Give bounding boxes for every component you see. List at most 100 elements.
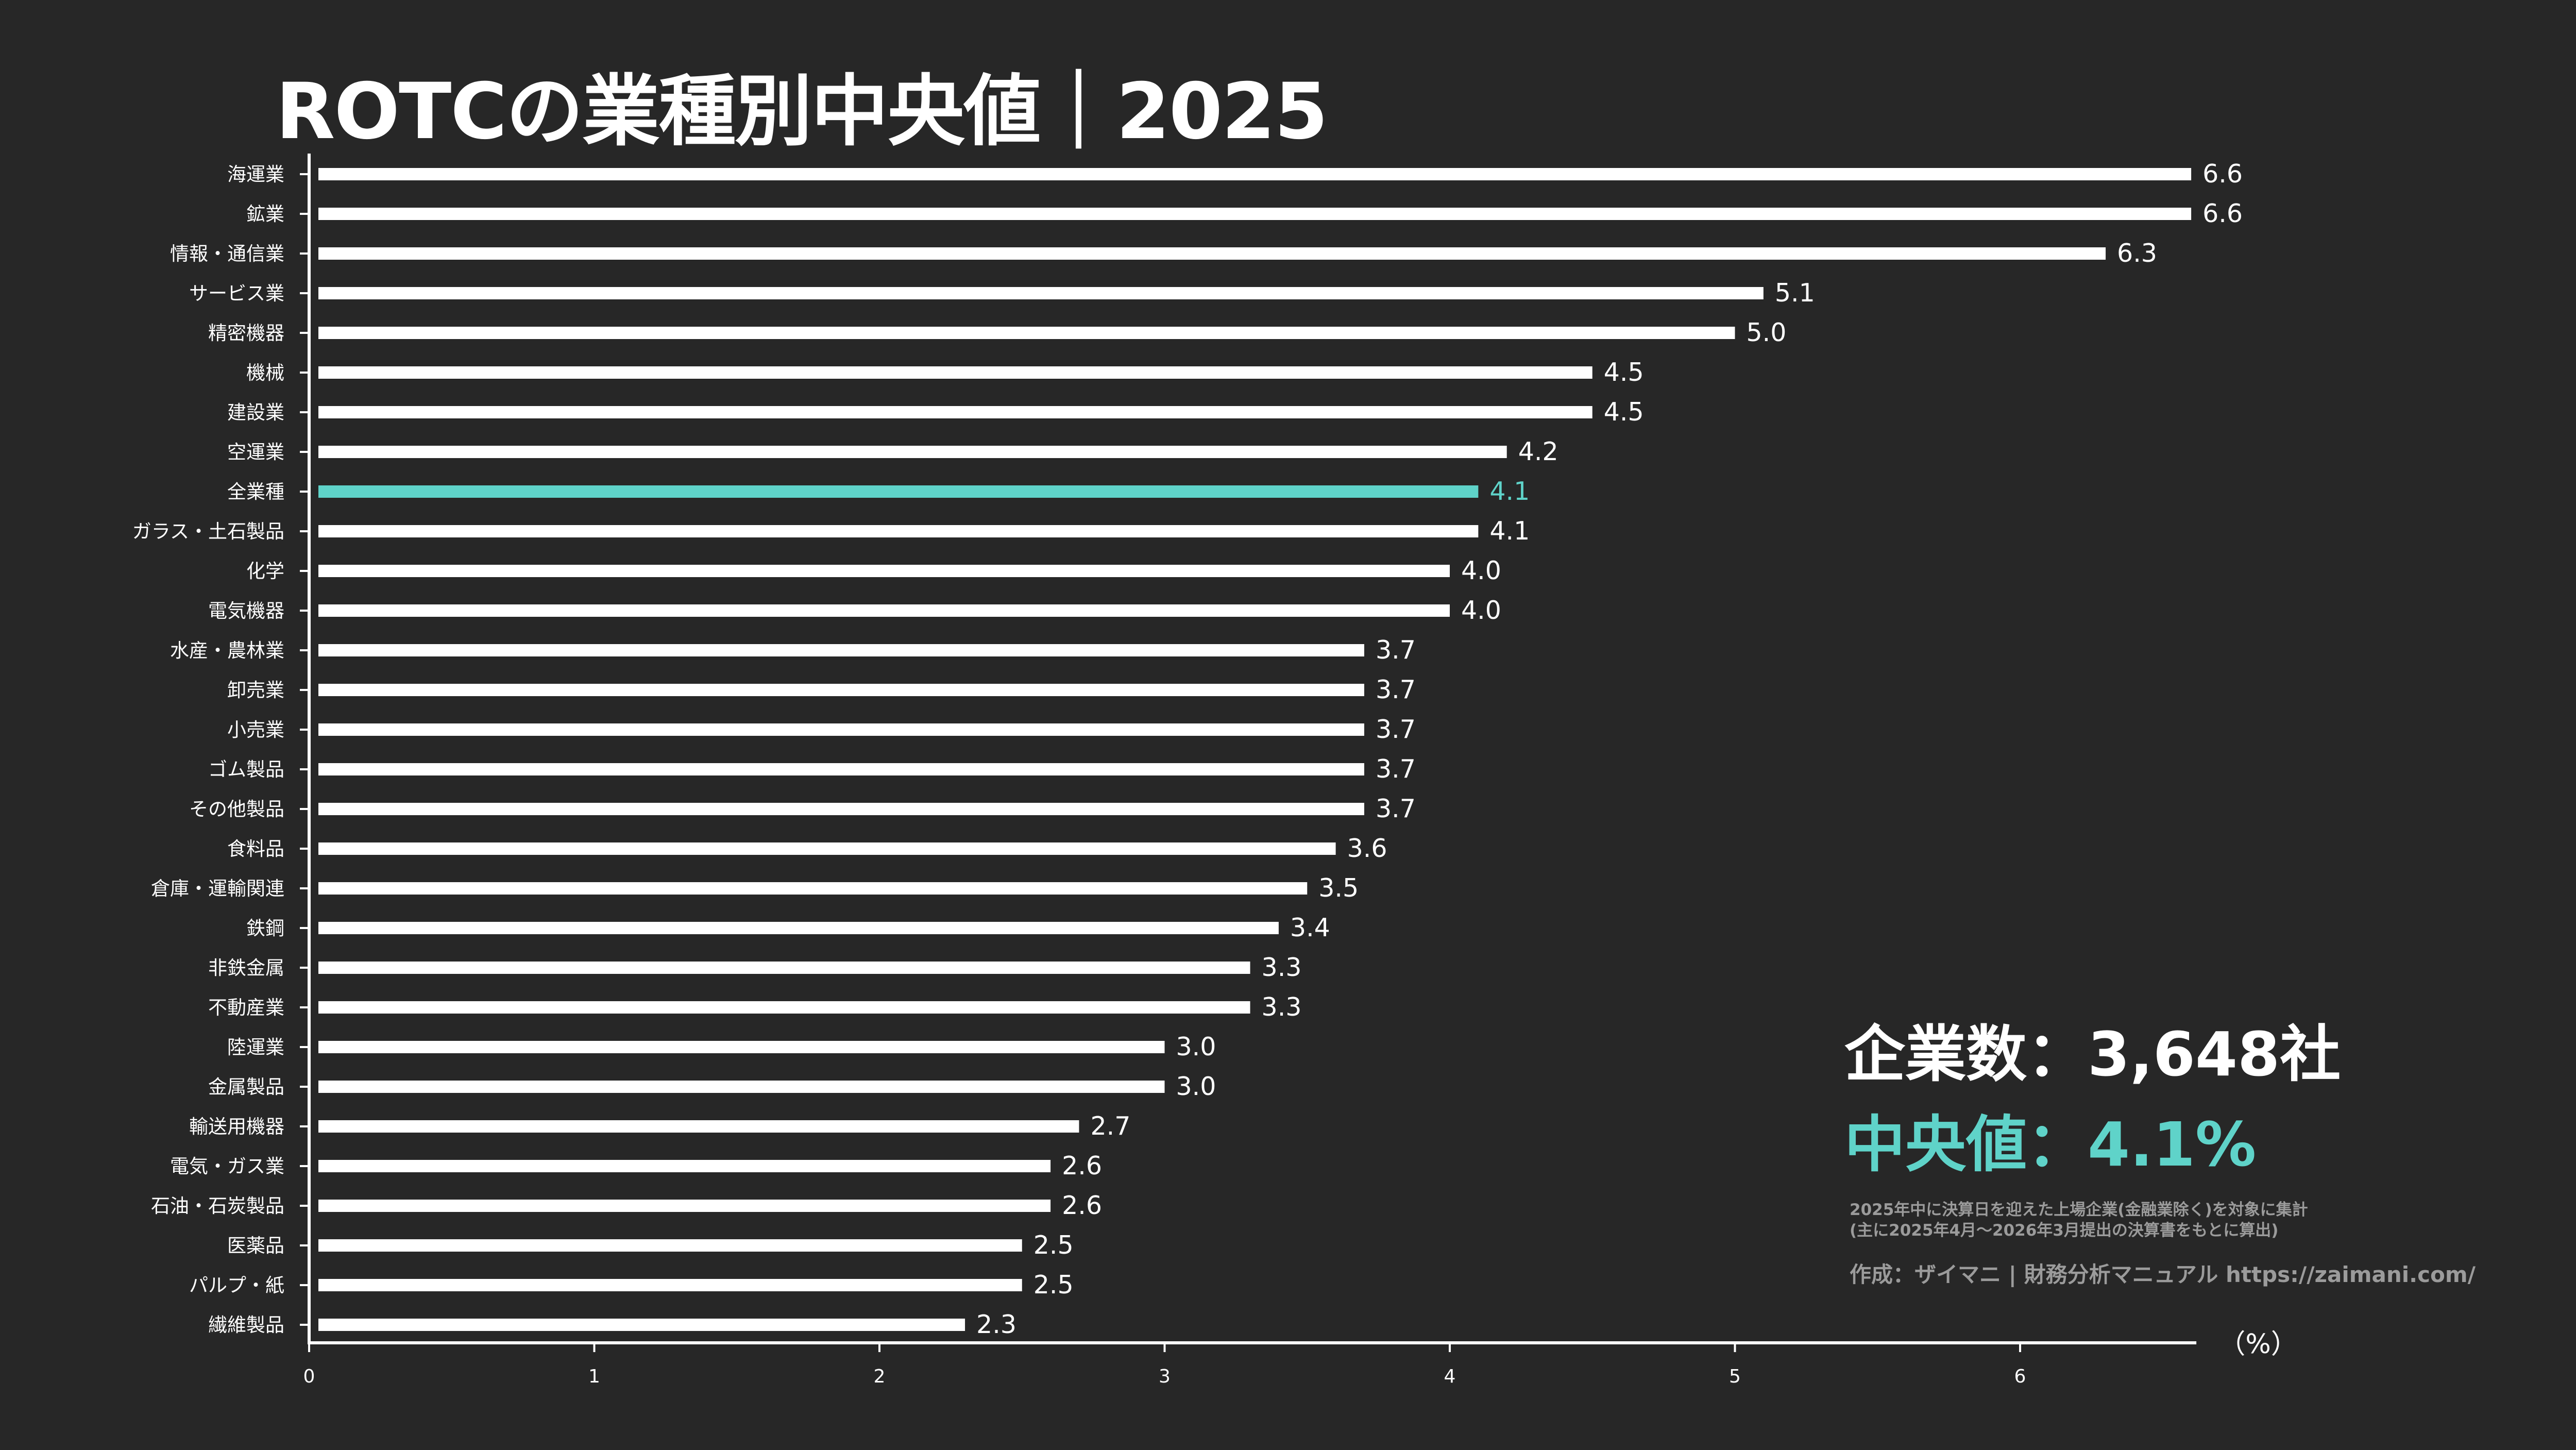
bar	[318, 1081, 1165, 1093]
bar	[318, 962, 1250, 974]
bar	[318, 168, 2192, 180]
category-label: 建設業	[227, 401, 284, 424]
value-label: 5.0	[1747, 318, 1787, 347]
category-label: 非鉄金属	[208, 957, 284, 979]
value-label: 4.5	[1604, 358, 1644, 387]
bar	[318, 684, 1364, 696]
category-label: 精密機器	[208, 322, 284, 344]
value-label: 2.5	[1033, 1270, 1074, 1300]
bar	[318, 922, 1279, 934]
bar	[318, 406, 1592, 418]
value-label: 4.1	[1489, 516, 1530, 546]
bar	[318, 1001, 1250, 1014]
category-label: 全業種	[227, 481, 284, 503]
bar	[318, 1160, 1051, 1172]
value-label: 6.6	[2202, 159, 2243, 189]
category-label: 金属製品	[208, 1076, 284, 1098]
value-label: 2.7	[1090, 1111, 1130, 1141]
x-tick-label: 2	[874, 1366, 886, 1387]
value-label: 4.2	[1518, 437, 1558, 466]
x-tick-label: 0	[303, 1366, 315, 1387]
category-label: ガラス・土石製品	[132, 520, 284, 543]
bar	[318, 1239, 1022, 1252]
x-tick-label: 5	[1729, 1366, 1741, 1387]
bar	[318, 1041, 1165, 1053]
category-label: 石油・石炭製品	[151, 1195, 284, 1217]
category-label: その他製品	[189, 798, 284, 820]
value-label: 4.0	[1461, 556, 1501, 585]
chart-title: ROTCの業種別中央値｜2025	[276, 67, 1328, 157]
value-label: 4.5	[1604, 397, 1644, 427]
value-label: 2.6	[1062, 1151, 1102, 1181]
value-label: 5.1	[1775, 278, 1815, 308]
value-label: 3.0	[1176, 1072, 1216, 1101]
value-label: 2.6	[1062, 1191, 1102, 1220]
value-label: 6.6	[2202, 199, 2243, 228]
category-label: 卸売業	[227, 679, 284, 701]
company-count-label: 企業数：3,648社	[1844, 1019, 2341, 1090]
bar	[318, 366, 1592, 379]
bar	[318, 247, 2106, 260]
x-tick-label: 1	[588, 1366, 600, 1387]
credit-line: 作成：ザイマニ | 財務分析マニュアル https://zaimani.com/	[1850, 1262, 2476, 1287]
category-label: 空運業	[227, 441, 284, 463]
bar-highlight	[318, 485, 1479, 498]
value-label: 3.5	[1318, 873, 1359, 903]
category-label: 小売業	[227, 719, 284, 741]
x-tick-label: 4	[1444, 1366, 1456, 1387]
bar	[318, 327, 1735, 339]
value-label: 3.3	[1262, 953, 1302, 982]
bar	[318, 644, 1364, 656]
category-label: 陸運業	[227, 1036, 284, 1058]
value-label: 3.4	[1290, 913, 1330, 942]
category-label: 電気・ガス業	[170, 1155, 284, 1177]
value-label: 3.7	[1376, 675, 1416, 704]
median-label: 中央値：4.1%	[1844, 1109, 2257, 1180]
bar	[318, 763, 1364, 775]
category-label: 機械	[246, 362, 284, 384]
bar	[318, 1120, 1079, 1133]
value-label: 3.7	[1376, 715, 1416, 744]
bar	[318, 803, 1364, 815]
category-label: 電気機器	[208, 600, 284, 622]
category-label: 不動産業	[208, 997, 284, 1019]
value-label: 2.5	[1033, 1230, 1074, 1260]
category-label: 水産・農林業	[170, 639, 284, 662]
bar	[318, 1200, 1051, 1212]
value-label: 3.7	[1376, 754, 1416, 784]
value-label: 3.0	[1176, 1032, 1216, 1061]
category-label: 輸送用機器	[189, 1116, 284, 1138]
value-label: 3.3	[1262, 992, 1302, 1022]
category-label: 繊維製品	[208, 1314, 284, 1336]
bar	[318, 565, 1450, 577]
x-tick-label: 3	[1159, 1366, 1171, 1387]
bar	[318, 525, 1479, 537]
bar	[318, 208, 2192, 220]
category-label: パルプ・紙	[189, 1274, 284, 1296]
category-label: 情報・通信業	[170, 243, 284, 265]
category-label: 食料品	[227, 838, 284, 860]
value-label: 6.3	[2117, 239, 2157, 268]
value-label: 4.1	[1489, 477, 1530, 506]
value-label: 3.7	[1376, 794, 1416, 823]
category-label: 医薬品	[227, 1235, 284, 1257]
value-label: 4.0	[1461, 596, 1501, 625]
category-label: サービス業	[189, 282, 284, 305]
methodology-note: 2025年中に決算日を迎えた上場企業(金融業除く)を対象に集計	[1850, 1201, 2308, 1219]
x-axis-unit-label: （%）	[2218, 1329, 2297, 1360]
category-label: 鉱業	[246, 203, 284, 225]
category-label: 化学	[246, 560, 284, 582]
bar	[318, 1279, 1022, 1291]
value-label: 3.6	[1347, 834, 1387, 863]
bar	[318, 604, 1450, 617]
category-label: 海運業	[227, 163, 284, 186]
category-label: 鉄鋼	[246, 917, 284, 939]
bar	[318, 287, 1764, 299]
bar	[318, 446, 1507, 458]
bar	[318, 882, 1308, 895]
methodology-note-period: (主に2025年4月〜2026年3月提出の決算書をもとに算出)	[1850, 1221, 2279, 1240]
bar	[318, 842, 1336, 855]
value-label: 2.3	[976, 1310, 1016, 1339]
value-label: 3.7	[1376, 635, 1416, 665]
